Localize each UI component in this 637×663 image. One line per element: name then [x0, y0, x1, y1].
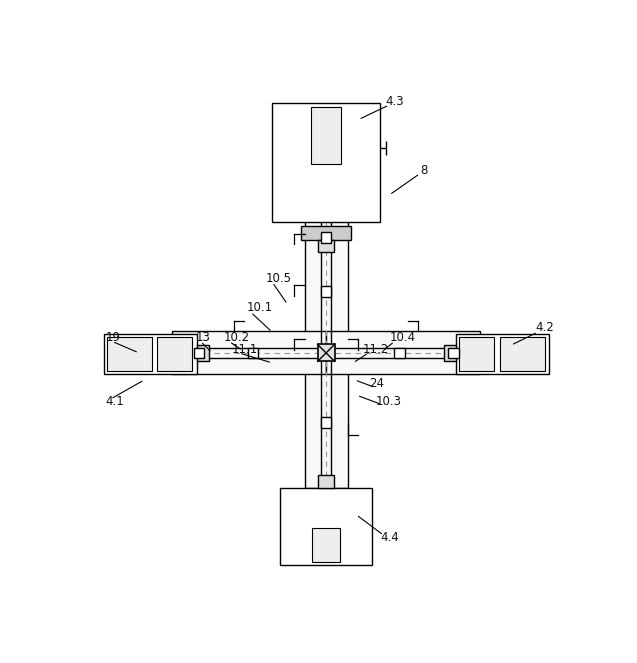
Text: 4.3: 4.3 — [385, 95, 404, 107]
Text: 24: 24 — [369, 377, 384, 391]
Bar — [311, 107, 341, 164]
Text: 10.2: 10.2 — [224, 331, 250, 344]
Text: 4.2: 4.2 — [536, 321, 554, 334]
Bar — [326, 332, 480, 375]
Bar — [499, 337, 545, 371]
Bar — [197, 345, 209, 361]
Text: 10.4: 10.4 — [389, 331, 415, 344]
Text: 19: 19 — [106, 331, 121, 344]
Bar — [157, 337, 192, 371]
Bar — [280, 488, 372, 565]
Bar — [194, 347, 204, 358]
Text: 11.2: 11.2 — [362, 343, 389, 355]
Bar — [320, 232, 331, 243]
Bar — [304, 199, 348, 353]
Bar — [456, 333, 548, 374]
Bar — [448, 347, 459, 358]
Text: 10.5: 10.5 — [266, 272, 292, 284]
Text: 10.1: 10.1 — [247, 301, 273, 314]
Text: 8: 8 — [420, 164, 427, 177]
Text: 13: 13 — [195, 331, 210, 344]
Bar — [108, 337, 152, 371]
Bar — [304, 353, 348, 488]
Bar — [272, 103, 380, 222]
Bar — [320, 417, 331, 428]
Bar — [394, 347, 404, 358]
Bar — [301, 226, 351, 240]
Text: 4.1: 4.1 — [106, 395, 125, 408]
Text: 4.4: 4.4 — [380, 531, 399, 544]
Bar — [318, 240, 334, 252]
Text: 11.1: 11.1 — [231, 343, 257, 355]
Bar — [172, 332, 326, 375]
Bar — [444, 345, 456, 361]
Bar — [312, 528, 340, 562]
Bar — [459, 337, 494, 371]
Text: 10.3: 10.3 — [375, 395, 401, 408]
Bar — [104, 333, 197, 374]
Bar — [318, 345, 334, 361]
Bar — [320, 286, 331, 297]
Bar — [248, 347, 259, 358]
Bar — [318, 475, 334, 488]
